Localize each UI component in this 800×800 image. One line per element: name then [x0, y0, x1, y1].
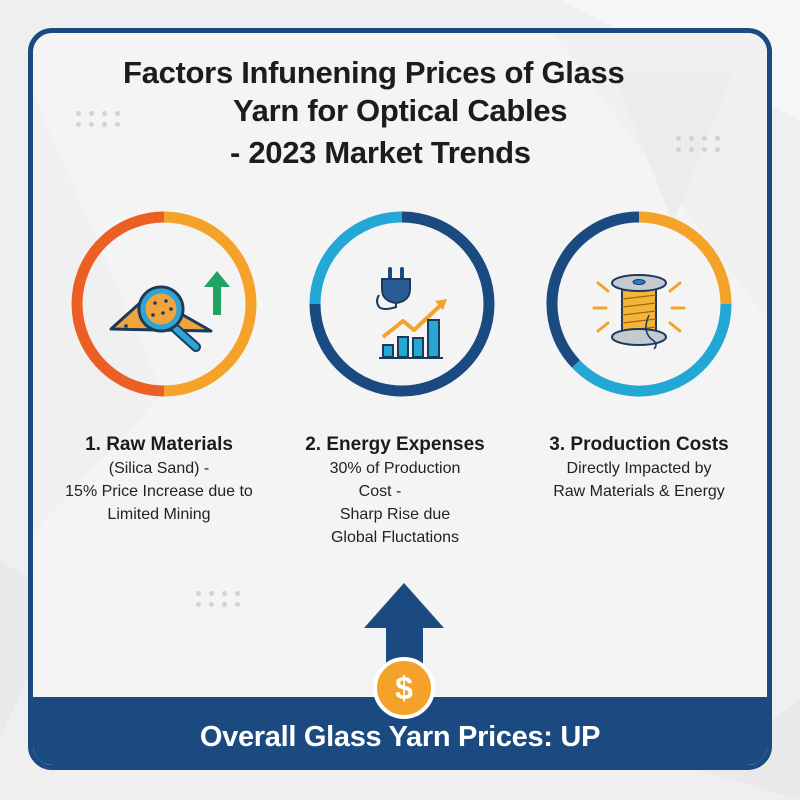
up-arrow-icon [204, 271, 230, 315]
title-line-2: Yarn for Optical Cables [233, 93, 568, 128]
title-line-3: - 2023 Market Trends [230, 135, 531, 170]
ring-production-costs [546, 211, 732, 397]
factor-description: Directly Impacted by Raw Materials & Ene… [553, 460, 725, 500]
dollar-coin-icon: $ [373, 657, 435, 719]
summary-text: Overall Glass Yarn Prices: UP [199, 721, 601, 753]
factor-title: 3. Production Costs [549, 434, 729, 455]
plug-chart-icon [376, 267, 447, 359]
factor-raw-materials: 1. Raw Materials (Silica Sand) - 15% Pri… [39, 433, 279, 526]
factor-production-costs: 3. Production Costs Directly Impacted by… [519, 433, 759, 503]
sand-magnifier-icon [109, 285, 213, 352]
ring-energy-expenses [309, 211, 495, 397]
ring-raw-materials [71, 211, 257, 397]
factor-title: 1. Raw Materials [85, 434, 233, 455]
factor-energy-expenses: 2. Energy Expenses 30% of Production Cos… [280, 433, 510, 549]
infographic-frame: Factors Infunening Prices of Glass Yarn … [28, 28, 772, 770]
title-line-1: Factors Infunening Prices of Glass [123, 55, 625, 90]
factor-description: (Silica Sand) - 15% Price Increase due t… [65, 460, 253, 523]
decorative-dots [676, 136, 722, 152]
spool-icon [592, 274, 686, 350]
decorative-dots [196, 591, 242, 607]
factor-title: 2. Energy Expenses [305, 434, 485, 455]
decorative-dots [76, 111, 122, 127]
frame-background-shapes [33, 33, 767, 533]
factor-description: 30% of Production Cost - Sharp Rise due … [329, 460, 461, 546]
big-up-arrow-icon [364, 583, 444, 693]
